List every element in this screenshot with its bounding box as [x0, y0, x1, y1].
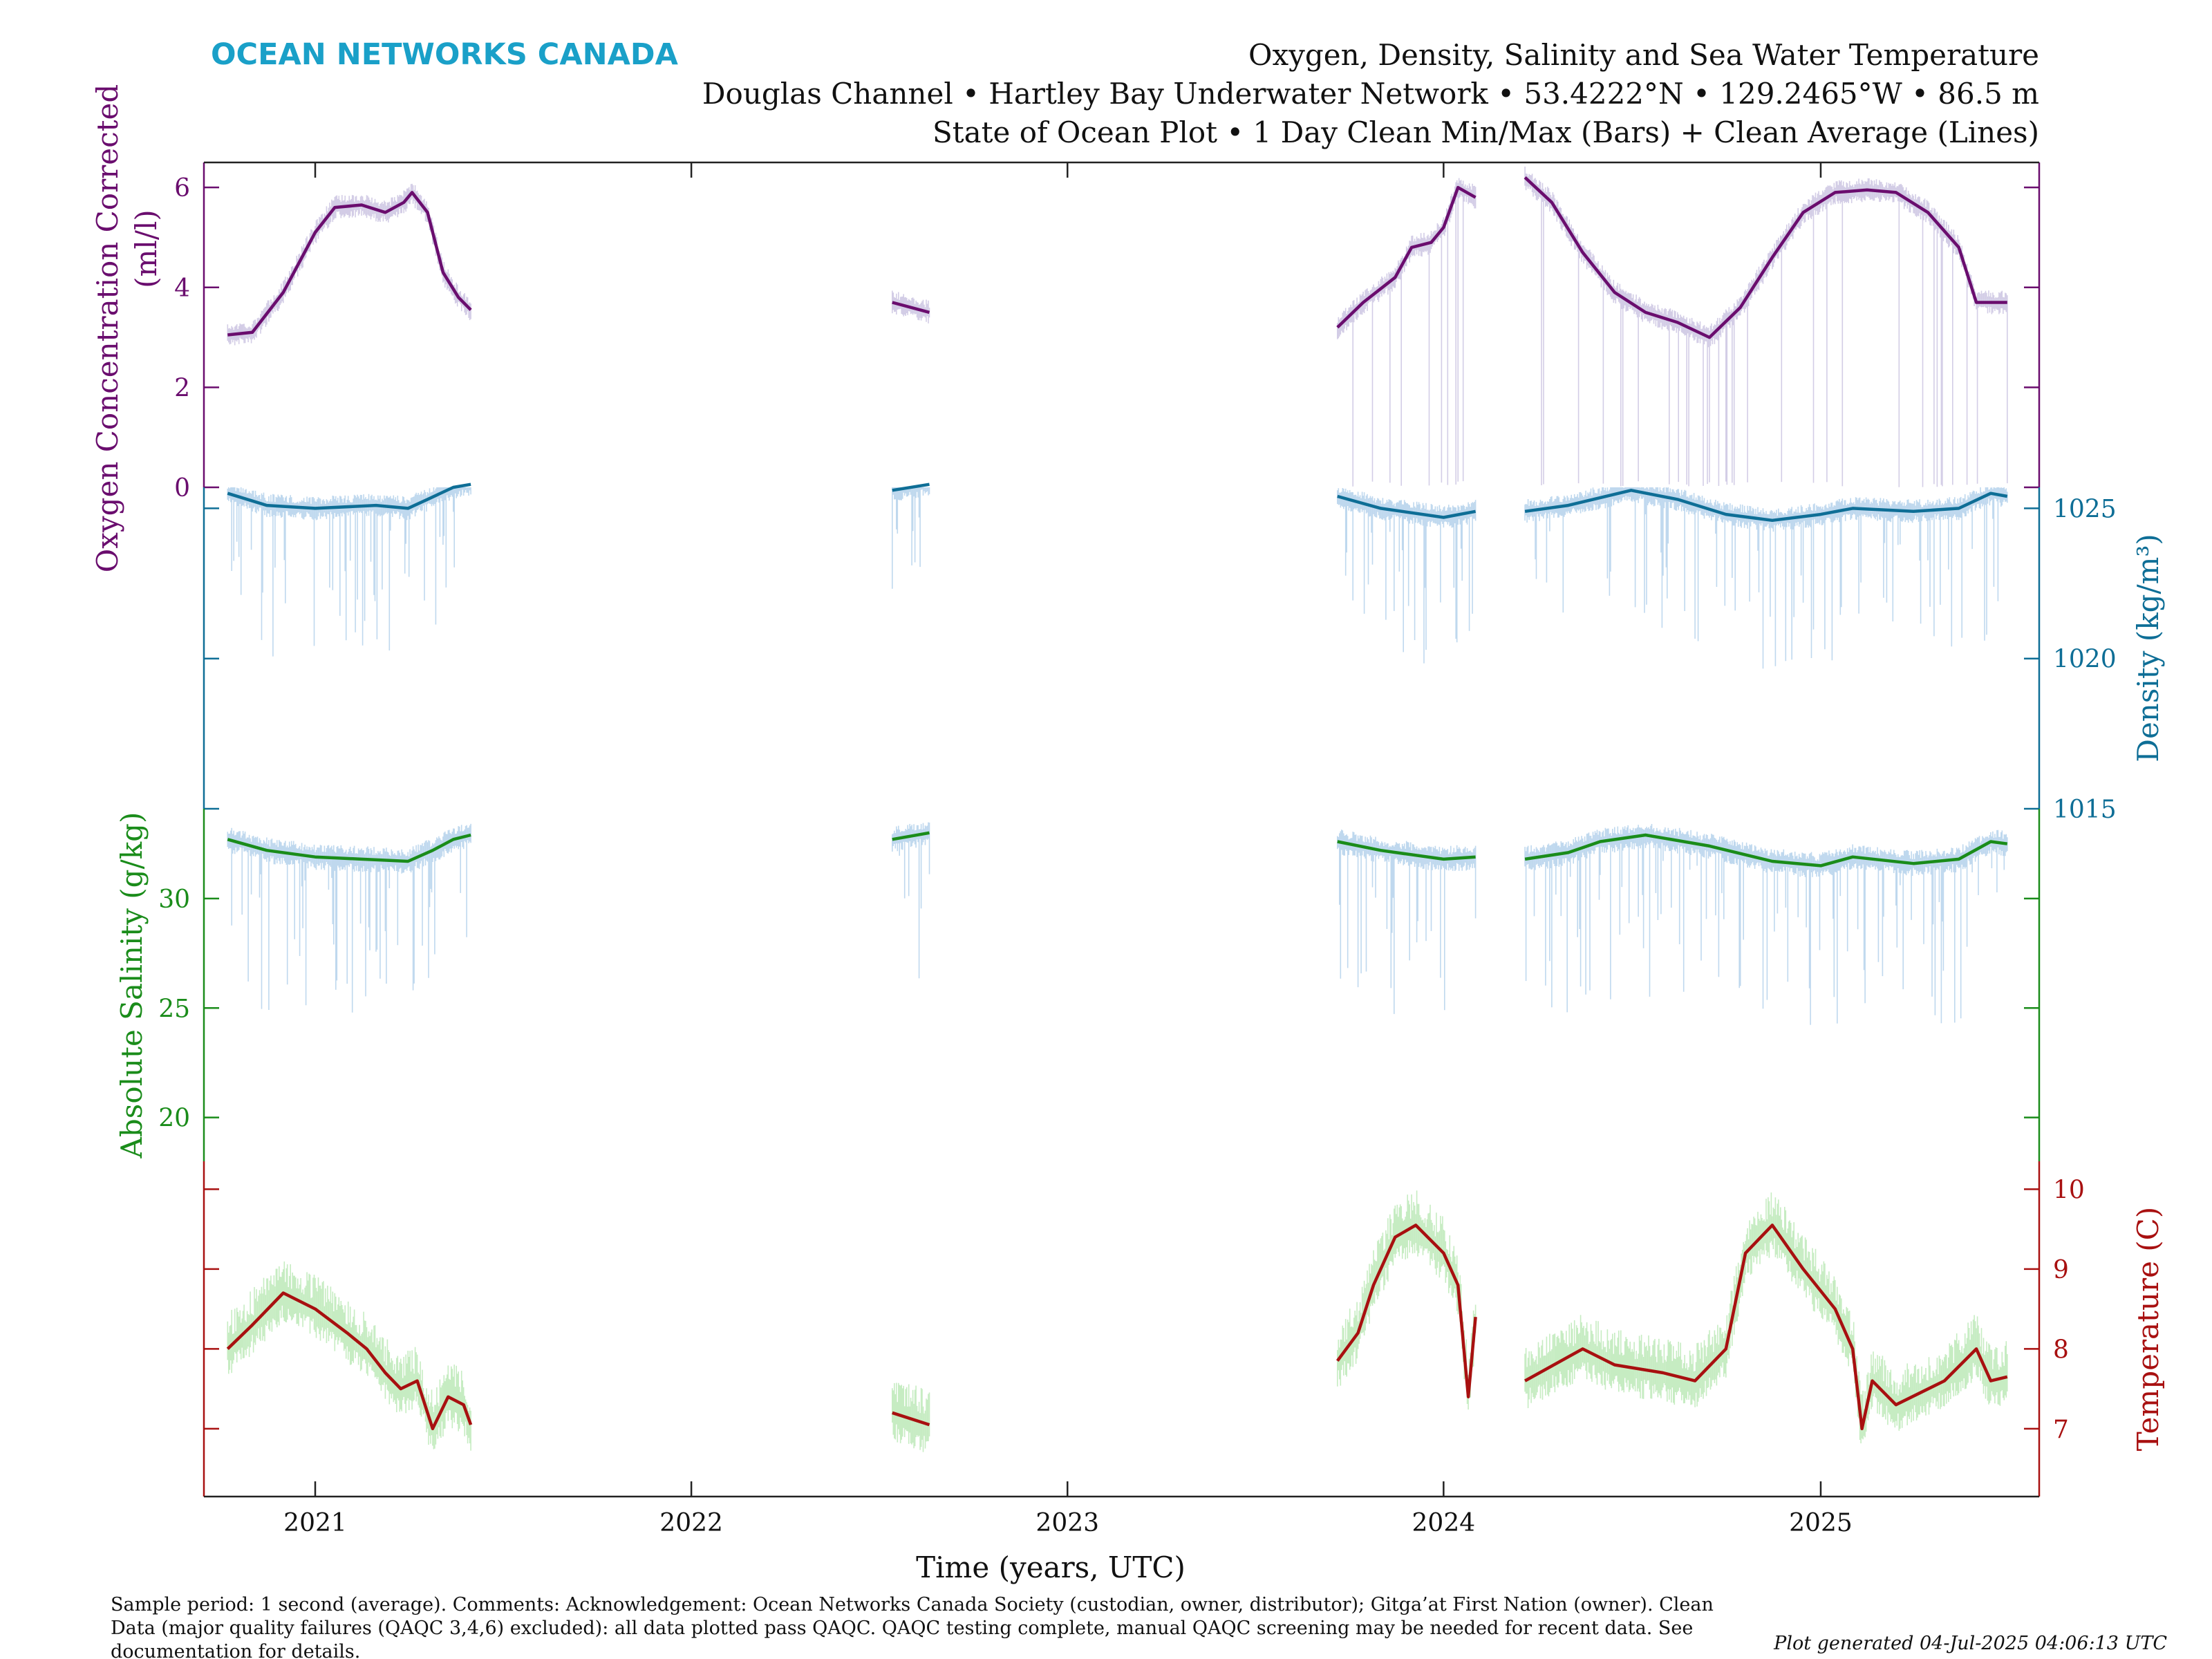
density-y-axis-label: Density (kg/m³): [2131, 534, 2165, 762]
oxygen-y-tick-label: 0: [174, 474, 190, 503]
footer-comment-line-3: documentation for details.: [111, 1641, 360, 1659]
panel-salinity: [227, 822, 2008, 1025]
chart-subtitle-location: Douglas Channel • Hartley Bay Underwater…: [702, 77, 2039, 111]
plot-area: [226, 167, 2008, 1452]
panel-density: [227, 482, 2008, 669]
oxygen-y-tick-label: 2: [174, 374, 190, 402]
x-tick-label: 2022: [659, 1509, 723, 1537]
density-y-tick-label: 1025: [2053, 495, 2117, 523]
chart-subtitle-description: State of Ocean Plot • 1 Day Clean Min/Ma…: [932, 115, 2039, 149]
x-tick-label: 2024: [1412, 1509, 1476, 1537]
oxygen-y-axis-label: Oxygen Concentration Corrected: [91, 84, 124, 572]
oxygen-average-line-3: [1524, 176, 2007, 339]
density-average-line-1: [892, 482, 930, 492]
oxygen-average-line-1: [892, 301, 930, 315]
footer-comment-line-1: Sample period: 1 second (average). Comme…: [111, 1594, 1714, 1615]
oxygen-y-tick-label: 4: [174, 274, 190, 303]
temperature-y-tick-label: 10: [2053, 1176, 2085, 1204]
salinity-y-tick-label: 30: [158, 885, 190, 914]
oxygen-average-line-0: [227, 191, 472, 337]
density-average-line-3: [1524, 489, 2008, 523]
axes-layer: 0 2 4 6 Oxygen Concentration Corrected (ml/l)…: [91, 84, 2165, 1537]
temperature-average-line-1: [892, 1411, 930, 1427]
panel-oxygen: [227, 167, 2008, 487]
salinity-average-line-2: [1337, 840, 1476, 861]
oxygen-y-axis-label-unit: (ml/l): [129, 209, 163, 288]
salinity-average-line-1: [892, 831, 930, 841]
x-tick-label: 2021: [283, 1509, 347, 1537]
temperature-y-axis-label: Temperature (C): [2131, 1207, 2165, 1451]
temperature-y-tick-label: 8: [2053, 1335, 2069, 1364]
density-y-tick-label: 1020: [2053, 646, 2117, 674]
footer-comment-line-2: Data (major quality failures (QAQC 3,4,6…: [111, 1618, 1693, 1639]
salinity-average-line-0: [227, 833, 471, 863]
temperature-average-line-3: [1524, 1224, 2008, 1431]
oxygen-average-line-2: [1336, 185, 1477, 329]
temperature-y-tick-label: 7: [2053, 1416, 2069, 1444]
plot-generated-timestamp: Plot generated 04-Jul-2025 04:06:13 UTC: [1773, 1633, 2167, 1654]
x-tick-label: 2023: [1035, 1509, 1099, 1537]
panel-temperature: [226, 1190, 2008, 1452]
brand-logo-text: OCEAN NETWORKS CANADA: [211, 37, 679, 72]
salinity-y-tick-label: 25: [158, 995, 190, 1023]
x-tick-label: 2025: [1789, 1509, 1853, 1537]
oxygen-y-tick-label: 6: [174, 174, 190, 203]
chart-title: Oxygen, Density, Salinity and Sea Water …: [1248, 38, 2039, 72]
salinity-average-line-3: [1524, 833, 2008, 868]
density-average-line-0: [227, 482, 471, 510]
salinity-y-axis-label: Absolute Salinity (g/kg): [115, 812, 149, 1159]
salinity-y-tick-label: 20: [158, 1105, 190, 1133]
temperature-average-line-0: [226, 1291, 473, 1431]
density-y-tick-label: 1015: [2053, 796, 2117, 824]
oxygen-minmax-bars: [227, 167, 2008, 487]
temperature-y-tick-label: 9: [2053, 1256, 2069, 1284]
x-axis-label: Time (years, UTC): [916, 1550, 1185, 1584]
density-average-line-2: [1337, 494, 1477, 519]
temperature-average-line-2: [1335, 1224, 1477, 1398]
